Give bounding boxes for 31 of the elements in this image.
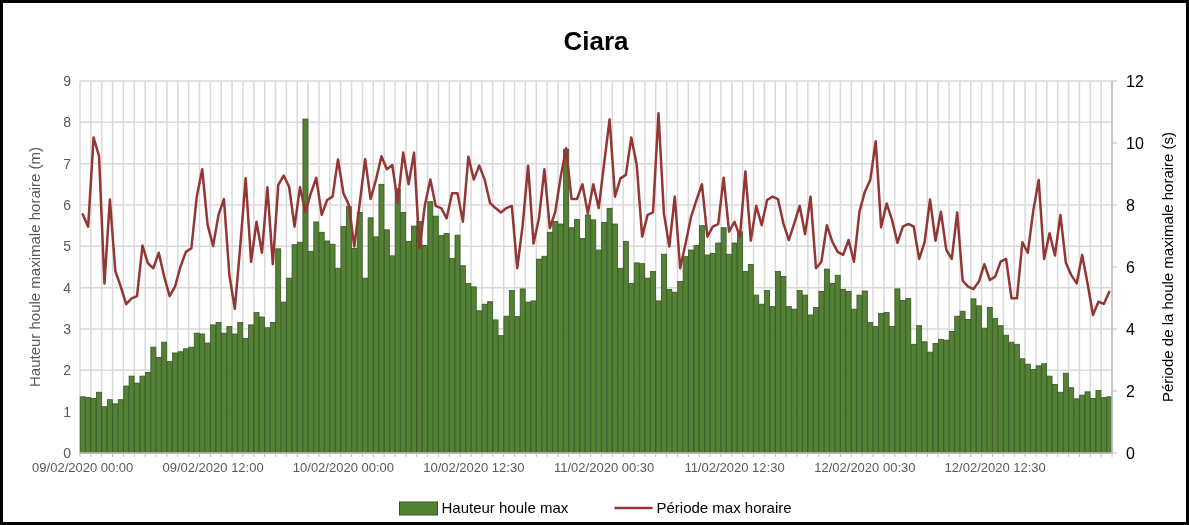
y2-tick-label: 2 — [1126, 383, 1135, 400]
y2-tick-label: 10 — [1126, 135, 1144, 152]
y-tick-label: 9 — [63, 73, 72, 89]
x-tick-label: 10/02/2020 00:00 — [292, 460, 395, 475]
x-tick-label: 10/02/2020 12:30 — [423, 460, 525, 475]
legend-label: Période max horaire — [656, 499, 792, 516]
y2-axis-title: Période de la houle maximale horaire (s) — [1159, 131, 1176, 403]
y-tick-label: 4 — [63, 279, 72, 296]
chart-title: Ciara — [563, 26, 630, 56]
x-tick-label: 11/02/2020 00:30 — [554, 460, 655, 475]
legend-label: Hauteur houle max — [441, 499, 569, 516]
y2-tick-label: 8 — [1126, 197, 1135, 214]
y-tick-label: 2 — [63, 362, 72, 379]
line-series — [81, 111, 1111, 317]
y-tick-label: 6 — [63, 197, 72, 213]
x-tick-label: 11/02/2020 12:30 — [684, 460, 785, 475]
y-tick-label: 1 — [63, 403, 72, 420]
x-tick-label: 12/02/2020 12:30 — [944, 460, 1046, 475]
y2-tick-label: 12 — [1126, 73, 1144, 90]
y-tick-label: 0 — [63, 445, 72, 461]
x-tick-label: 09/02/2020 00:00 — [32, 460, 134, 475]
y-tick-label: 5 — [63, 238, 72, 255]
y2-tick-label: 6 — [1126, 259, 1135, 276]
x-tick-label: 09/02/2020 12:00 — [162, 460, 264, 475]
y2-tick-label: 0 — [1126, 445, 1135, 462]
y-axis-title: Hauteur houle maximale horaire (m) — [26, 146, 43, 388]
x-tick-label: 12/02/2020 00:30 — [814, 460, 916, 475]
y-tick-label: 8 — [63, 114, 72, 131]
y2-tick-label: 4 — [1126, 321, 1135, 338]
y-tick-label: 3 — [63, 321, 72, 337]
y-tick-label: 7 — [63, 155, 72, 172]
